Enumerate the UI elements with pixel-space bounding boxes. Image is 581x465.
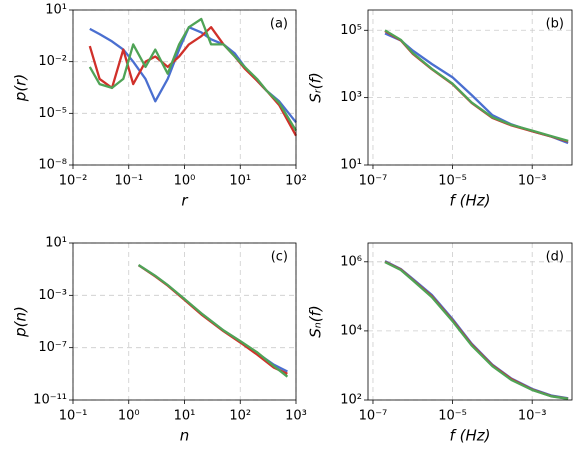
plot-frame [367,242,573,401]
series-line [137,264,289,378]
x-tick-label: 10⁻³ [518,174,547,189]
x-tick-label: 10¹ [174,409,196,424]
series-line [384,29,569,143]
series-line [384,30,569,143]
x-tick-label: 10⁰ [174,174,196,189]
plot-frame [367,9,573,166]
x-tick-label: 10³ [285,409,307,424]
y-tick-label: 10⁻² [38,54,67,69]
y-tick-label: 10⁵ [340,23,362,38]
y-tick-label: 10⁴ [340,323,362,338]
x-tick-label: 10⁻³ [518,409,547,424]
y-axis-label: p(r) [12,74,30,102]
x-tick-label: 10⁻⁵ [438,409,467,424]
y-tick-label: 10² [340,393,362,408]
x-tick-label: 10² [229,409,251,424]
y-tick-label: 10⁻⁵ [38,106,67,121]
x-axis-label: n [180,427,190,445]
y-axis-label: Sₙ(f) [307,305,325,338]
x-axis-label: r [181,192,188,210]
y-tick-label: 10¹ [340,158,362,173]
panel-label: (b) [546,17,564,32]
x-tick-label: 10⁻¹ [114,174,143,189]
series-line [384,260,569,400]
y-tick-label: 10⁻⁸ [38,158,67,173]
y-tick-label: 10³ [340,90,362,105]
y-tick-label: 10⁶ [340,254,362,269]
x-tick-label: 10⁰ [118,409,140,424]
x-tick-label: 10¹ [229,174,251,189]
plot-frame [72,242,297,401]
x-tick-label: 10⁻¹ [59,409,88,424]
x-tick-label: 10⁻² [59,174,88,189]
y-tick-label: 10⁻¹¹ [33,393,67,408]
panel-label: (a) [270,17,288,32]
y-axis-label: p(n) [12,306,30,338]
x-axis-label: f (Hz) [450,427,491,445]
x-tick-label: 10² [285,174,307,189]
y-tick-label: 10⁻³ [38,288,67,303]
x-axis-label: f (Hz) [450,192,491,210]
y-tick-label: 10¹ [45,236,67,251]
y-tick-label: 10¹ [45,3,67,18]
plot-frame [72,9,297,166]
x-tick-label: 10⁻⁷ [359,174,388,189]
series-line [384,260,569,400]
x-tick-label: 10⁻⁵ [438,174,467,189]
series-line [88,17,297,132]
series-line [384,32,569,145]
y-axis-label: Sᵣ(f) [307,72,325,102]
panel-label: (d) [546,250,564,265]
y-tick-label: 10⁻⁷ [38,340,67,355]
x-tick-label: 10⁻⁷ [359,409,388,424]
panel-label: (c) [271,250,288,265]
series-line [384,261,569,400]
